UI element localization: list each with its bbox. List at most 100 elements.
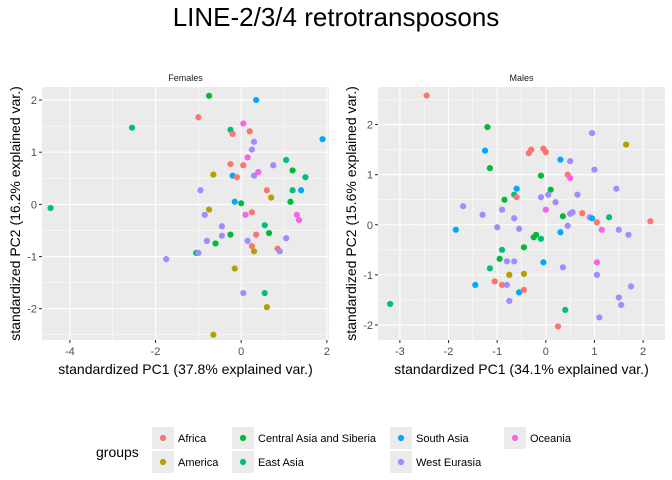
data-point [520,270,528,277]
legend-item: Central Asia and Siberia [232,427,377,449]
legend-item: America [152,451,219,473]
data-point [287,198,294,205]
data-point [520,286,528,294]
data-point [542,206,549,213]
data-point [622,141,630,148]
data-point [593,271,600,278]
data-point [276,248,283,255]
data-point [227,161,234,168]
data-point [515,289,523,296]
data-point [244,154,251,161]
data-point [238,200,245,207]
data-point [613,185,620,192]
data-point [197,187,204,194]
data-point [210,171,217,178]
data-point [270,162,277,169]
data-point [496,255,503,262]
data-point [537,235,545,242]
data-point [479,211,486,218]
data-point [503,258,511,265]
y-tick-label: -2 [363,320,373,332]
data-point [253,231,260,238]
data-point [229,130,236,138]
legend-label: West Eurasia [416,457,482,469]
data-point [498,246,506,253]
data-point [263,304,270,311]
data-point [246,128,253,135]
data-point [302,174,309,181]
legend: groups Africa America Central Asia and Sib… [96,427,572,473]
x-axis-title-males: standardized PC1 (34.1% explained var.) [394,361,648,377]
y-tick-label: 1 [31,147,37,159]
data-point [261,222,268,229]
data-point [231,198,238,205]
data-point [567,175,574,182]
x-tick-label: 0 [238,346,244,358]
data-point [593,219,600,226]
data-point [484,123,491,131]
y-axis-title-females: standardized PC2 (16.2% explained var.) [7,86,23,340]
data-point [559,213,566,220]
x-tick-label: 1 [591,346,597,358]
data-point [203,237,211,244]
grid-males [378,87,665,340]
data-point [513,194,520,201]
data-point [494,224,501,231]
data-point [195,249,202,256]
legend-item: East Asia [232,451,305,473]
data-point [283,235,290,242]
x-tick-label: -2 [444,346,454,358]
data-point [647,218,654,225]
data-point [253,96,260,104]
data-point [547,186,554,193]
data-point [233,174,241,181]
data-point [486,265,493,272]
x-tick-label: -4 [65,346,75,358]
x-tick-label: 2 [640,346,646,358]
legend-item: West Eurasia [390,451,482,473]
data-point [250,248,258,255]
y-tick-label: -2 [27,304,37,316]
legend-label: Oceania [530,433,572,445]
data-point [562,306,569,314]
data-point [557,229,564,236]
data-point [452,226,459,233]
data-point [283,156,290,164]
data-point [511,215,518,222]
y-tick-label: 2 [31,95,37,107]
legend-symbol [159,434,167,442]
strip-label-females: Females [168,73,203,83]
data-point [289,167,296,174]
strip-background [378,66,665,87]
legend-label: Africa [178,433,207,445]
data-point [319,136,326,143]
data-point [552,199,559,206]
data-point [248,146,255,153]
data-point [255,168,262,176]
data-point [506,297,513,305]
data-point [615,294,622,301]
legend-label: South Asia [416,433,469,445]
data-point [591,166,598,173]
data-point [250,138,258,145]
legend-symbol [159,458,167,466]
data-point [574,191,581,198]
data-point [554,323,562,330]
data-point [195,114,202,121]
data-point [227,231,234,238]
legend-symbol [511,434,519,442]
data-point [542,149,549,156]
data-point [486,165,493,172]
data-point [545,191,552,198]
data-point [625,231,632,238]
data-point [248,243,255,250]
strip-background [42,66,329,87]
legend-title: groups [96,444,139,460]
data-point [268,194,275,201]
data-point [265,229,273,237]
grid-females [42,87,329,340]
legend-symbol [397,434,405,442]
data-point [205,206,213,213]
legend-label: America [178,457,219,469]
